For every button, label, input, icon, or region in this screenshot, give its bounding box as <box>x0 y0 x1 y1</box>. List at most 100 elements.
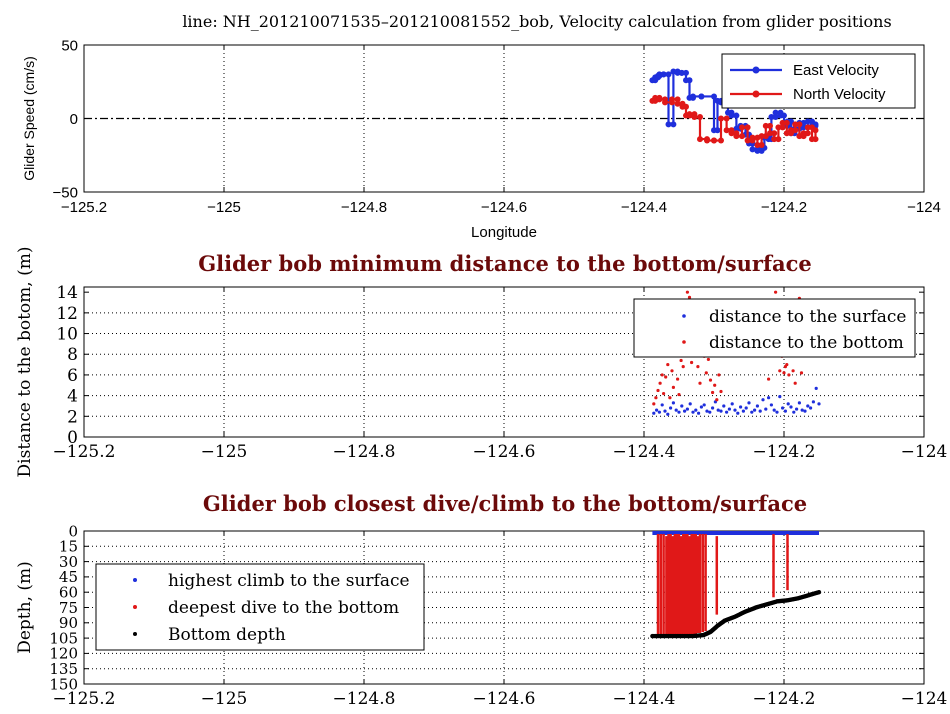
data-point <box>771 136 778 143</box>
data-point <box>690 360 694 365</box>
data-point <box>792 127 799 134</box>
data-point <box>816 590 822 595</box>
data-point <box>812 136 819 143</box>
data-point <box>658 381 662 385</box>
data-point <box>762 122 769 129</box>
data-point <box>663 409 667 413</box>
data-point <box>778 395 782 399</box>
data-point <box>713 383 717 387</box>
data-point <box>704 136 710 143</box>
data-point <box>733 125 740 132</box>
data-point <box>809 406 813 410</box>
data-point <box>781 112 787 119</box>
data-point <box>665 71 672 78</box>
data-point <box>699 405 704 409</box>
data-point <box>744 406 748 410</box>
data-point <box>817 402 821 406</box>
data-point <box>691 410 695 414</box>
data-point <box>728 127 735 134</box>
data-point <box>674 96 681 103</box>
data-point <box>733 408 737 412</box>
x-tick-label: −124.8 <box>333 689 396 709</box>
data-point <box>730 402 734 406</box>
data-point <box>711 137 717 144</box>
legend-label: North Velocity <box>793 86 886 103</box>
data-point <box>728 109 735 116</box>
data-point <box>711 93 717 100</box>
data-point <box>806 404 810 408</box>
data-point <box>674 408 678 412</box>
data-point <box>705 409 709 413</box>
data-point <box>796 133 803 140</box>
data-point <box>744 124 751 131</box>
data-point <box>749 146 756 153</box>
y-axis-label: Depth, (m) <box>15 561 35 654</box>
x-tick-label: −124 <box>907 199 941 216</box>
data-point <box>747 401 751 405</box>
data-point <box>694 408 698 412</box>
data-point <box>768 114 775 121</box>
legend-box <box>95 563 425 651</box>
data-point <box>662 96 668 103</box>
x-tick-label: −124.2 <box>753 689 816 709</box>
data-point <box>685 290 690 294</box>
data-point <box>769 403 774 407</box>
data-point <box>744 137 751 144</box>
data-point <box>767 130 773 137</box>
y-tick-label: 50 <box>61 37 78 54</box>
legend-box <box>633 298 916 358</box>
x-tick-label: −125 <box>201 442 248 462</box>
y-tick-label: 2 <box>67 407 78 427</box>
x-tick-label: −124.6 <box>473 689 536 709</box>
data-point <box>758 409 762 413</box>
data-point <box>657 410 662 414</box>
data-point <box>719 409 723 413</box>
data-point <box>739 124 745 131</box>
data-point <box>671 401 676 405</box>
y-tick-label: 75 <box>59 599 78 617</box>
data-point <box>678 69 685 76</box>
data-point <box>677 392 681 397</box>
legend-box <box>721 53 916 109</box>
data-point <box>681 365 685 369</box>
y-tick-label: 14 <box>56 283 78 303</box>
x-tick-label: −124.8 <box>341 199 387 216</box>
data-point <box>787 373 791 377</box>
x-tick-label: −124.6 <box>481 199 527 216</box>
legend-label: Bottom depth <box>168 625 286 645</box>
y-tick-label: 90 <box>59 614 78 632</box>
data-point <box>758 141 765 148</box>
data-point <box>686 112 693 119</box>
data-point <box>775 136 782 143</box>
data-point <box>702 403 706 407</box>
data-point <box>660 373 664 377</box>
data-point <box>761 398 765 402</box>
data-point <box>683 409 687 413</box>
y-tick-label: 10 <box>56 325 78 345</box>
data-point <box>804 124 811 131</box>
legend-marker <box>133 578 137 582</box>
data-point <box>800 133 807 140</box>
data-point <box>791 369 795 373</box>
data-point <box>792 410 796 414</box>
data-point <box>779 124 786 131</box>
data-point <box>755 404 760 408</box>
legend: East Velocity North Velocity <box>721 53 916 109</box>
data-point <box>767 377 771 381</box>
data-point <box>789 405 793 409</box>
data-point <box>739 405 743 409</box>
y-tick-label: 30 <box>59 553 78 571</box>
y-tick-label: 135 <box>49 660 78 678</box>
data-point <box>674 100 681 107</box>
data-point <box>795 407 799 411</box>
data-point <box>741 409 746 413</box>
data-point <box>779 119 786 126</box>
x-tick-label: −124.2 <box>761 199 807 216</box>
data-point <box>792 121 799 128</box>
legend-marker <box>682 314 686 318</box>
y-tick-label: 105 <box>49 629 78 647</box>
data-point <box>749 137 756 144</box>
data-point <box>750 410 754 414</box>
y-tick-label: 0 <box>70 111 78 128</box>
